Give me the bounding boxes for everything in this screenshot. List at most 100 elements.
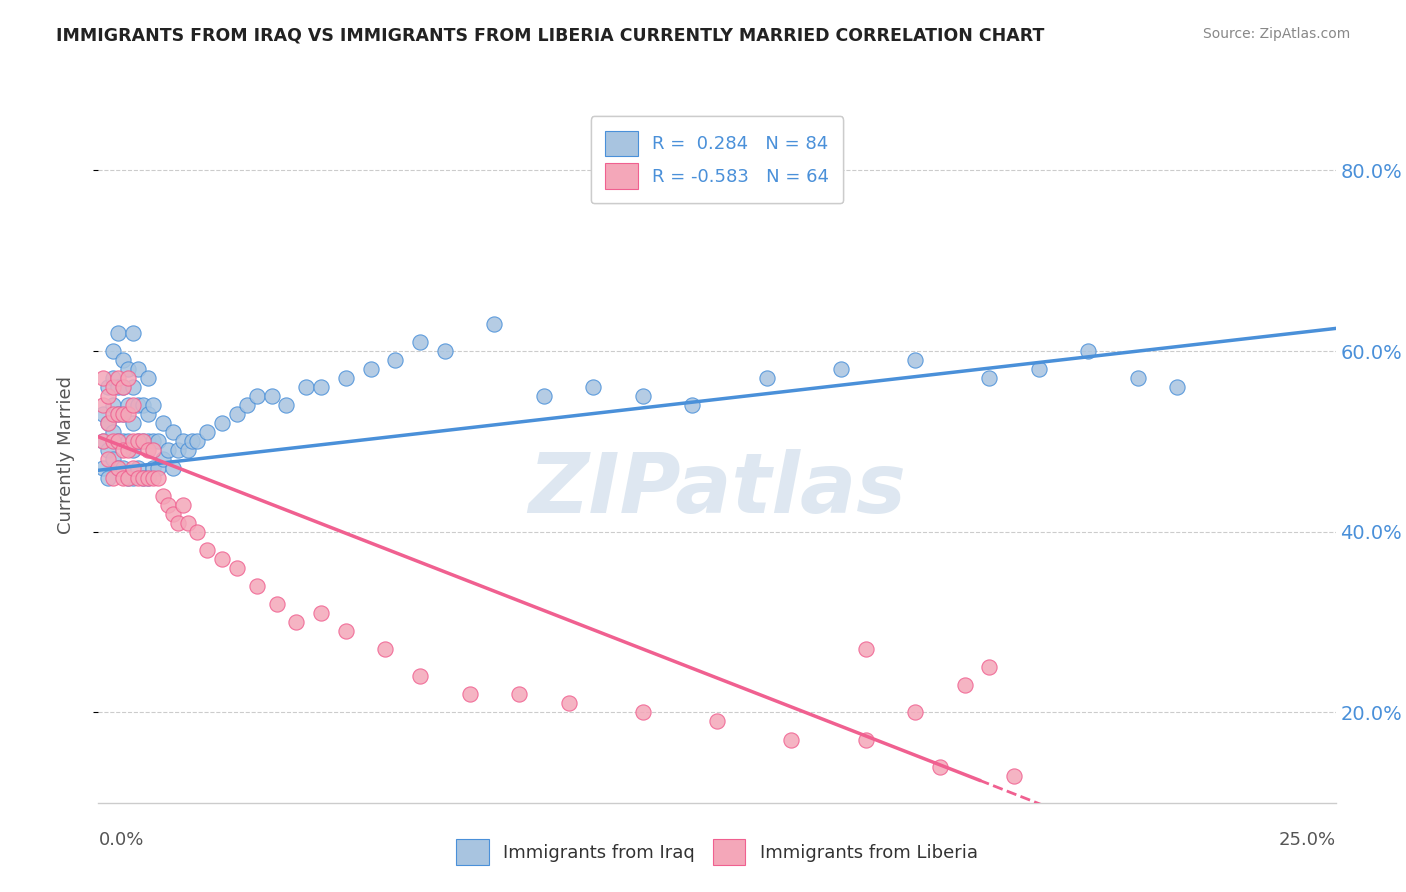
- Point: [93, 371, 115, 385]
- Point: [122, 470, 145, 484]
- Point: [1166, 380, 1188, 394]
- Point: [97, 417, 120, 431]
- Point: [117, 407, 139, 421]
- Point: [172, 498, 194, 512]
- Point: [979, 371, 1001, 385]
- Point: [142, 443, 165, 458]
- Point: [136, 470, 159, 484]
- Point: [93, 398, 115, 412]
- Point: [236, 398, 259, 412]
- Point: [112, 380, 135, 394]
- Point: [132, 398, 155, 412]
- Point: [103, 407, 125, 421]
- Point: [186, 524, 208, 539]
- Point: [458, 687, 481, 701]
- Point: [195, 425, 218, 440]
- Point: [557, 697, 579, 711]
- Point: [1077, 344, 1099, 359]
- Point: [107, 407, 129, 421]
- Point: [103, 398, 125, 412]
- Point: [146, 470, 169, 484]
- Point: [409, 669, 432, 683]
- Point: [276, 398, 298, 412]
- Point: [152, 489, 174, 503]
- Point: [136, 407, 159, 421]
- Point: [112, 470, 135, 484]
- Point: [309, 606, 332, 620]
- Point: [107, 434, 129, 449]
- Point: [156, 443, 179, 458]
- Point: [953, 678, 976, 692]
- Point: [132, 434, 155, 449]
- Point: [166, 516, 188, 530]
- Point: [226, 407, 249, 421]
- Point: [107, 326, 129, 340]
- Point: [117, 434, 139, 449]
- Point: [136, 371, 159, 385]
- Point: [360, 362, 382, 376]
- Point: [112, 353, 135, 368]
- Point: [176, 516, 198, 530]
- Point: [409, 334, 432, 349]
- Point: [1126, 371, 1149, 385]
- Point: [127, 362, 149, 376]
- Point: [335, 371, 357, 385]
- Point: [93, 434, 115, 449]
- Point: [107, 371, 129, 385]
- Point: [122, 461, 145, 475]
- Point: [127, 434, 149, 449]
- Point: [1028, 362, 1050, 376]
- Point: [904, 706, 927, 720]
- Point: [855, 642, 877, 657]
- Point: [127, 461, 149, 475]
- Point: [132, 470, 155, 484]
- Point: [631, 389, 654, 403]
- Point: [295, 380, 318, 394]
- Point: [162, 425, 184, 440]
- Point: [107, 461, 129, 475]
- Point: [335, 624, 357, 639]
- Point: [127, 434, 149, 449]
- Point: [117, 362, 139, 376]
- Point: [226, 561, 249, 575]
- Point: [181, 434, 204, 449]
- Point: [93, 407, 115, 421]
- Point: [246, 579, 269, 593]
- Point: [107, 434, 129, 449]
- Point: [142, 470, 165, 484]
- Point: [112, 380, 135, 394]
- Point: [152, 417, 174, 431]
- Point: [107, 461, 129, 475]
- Point: [309, 380, 332, 394]
- Point: [103, 470, 125, 484]
- Point: [266, 597, 288, 611]
- Point: [103, 434, 125, 449]
- Point: [484, 317, 506, 331]
- Point: [166, 443, 188, 458]
- Point: [112, 407, 135, 421]
- Y-axis label: Currently Married: Currently Married: [56, 376, 75, 534]
- Point: [631, 706, 654, 720]
- Point: [260, 389, 283, 403]
- Point: [146, 434, 169, 449]
- Point: [162, 507, 184, 521]
- Point: [136, 470, 159, 484]
- Point: [172, 434, 194, 449]
- Point: [830, 362, 852, 376]
- Point: [142, 434, 165, 449]
- Point: [117, 398, 139, 412]
- Point: [93, 461, 115, 475]
- Point: [132, 434, 155, 449]
- Point: [176, 443, 198, 458]
- Text: Source: ZipAtlas.com: Source: ZipAtlas.com: [1202, 27, 1350, 41]
- Text: ZIPatlas: ZIPatlas: [529, 450, 905, 530]
- Point: [246, 389, 269, 403]
- Point: [122, 380, 145, 394]
- Point: [103, 452, 125, 467]
- Point: [533, 389, 555, 403]
- Point: [508, 687, 530, 701]
- Point: [127, 398, 149, 412]
- Point: [211, 417, 233, 431]
- Point: [582, 380, 605, 394]
- Point: [928, 759, 950, 773]
